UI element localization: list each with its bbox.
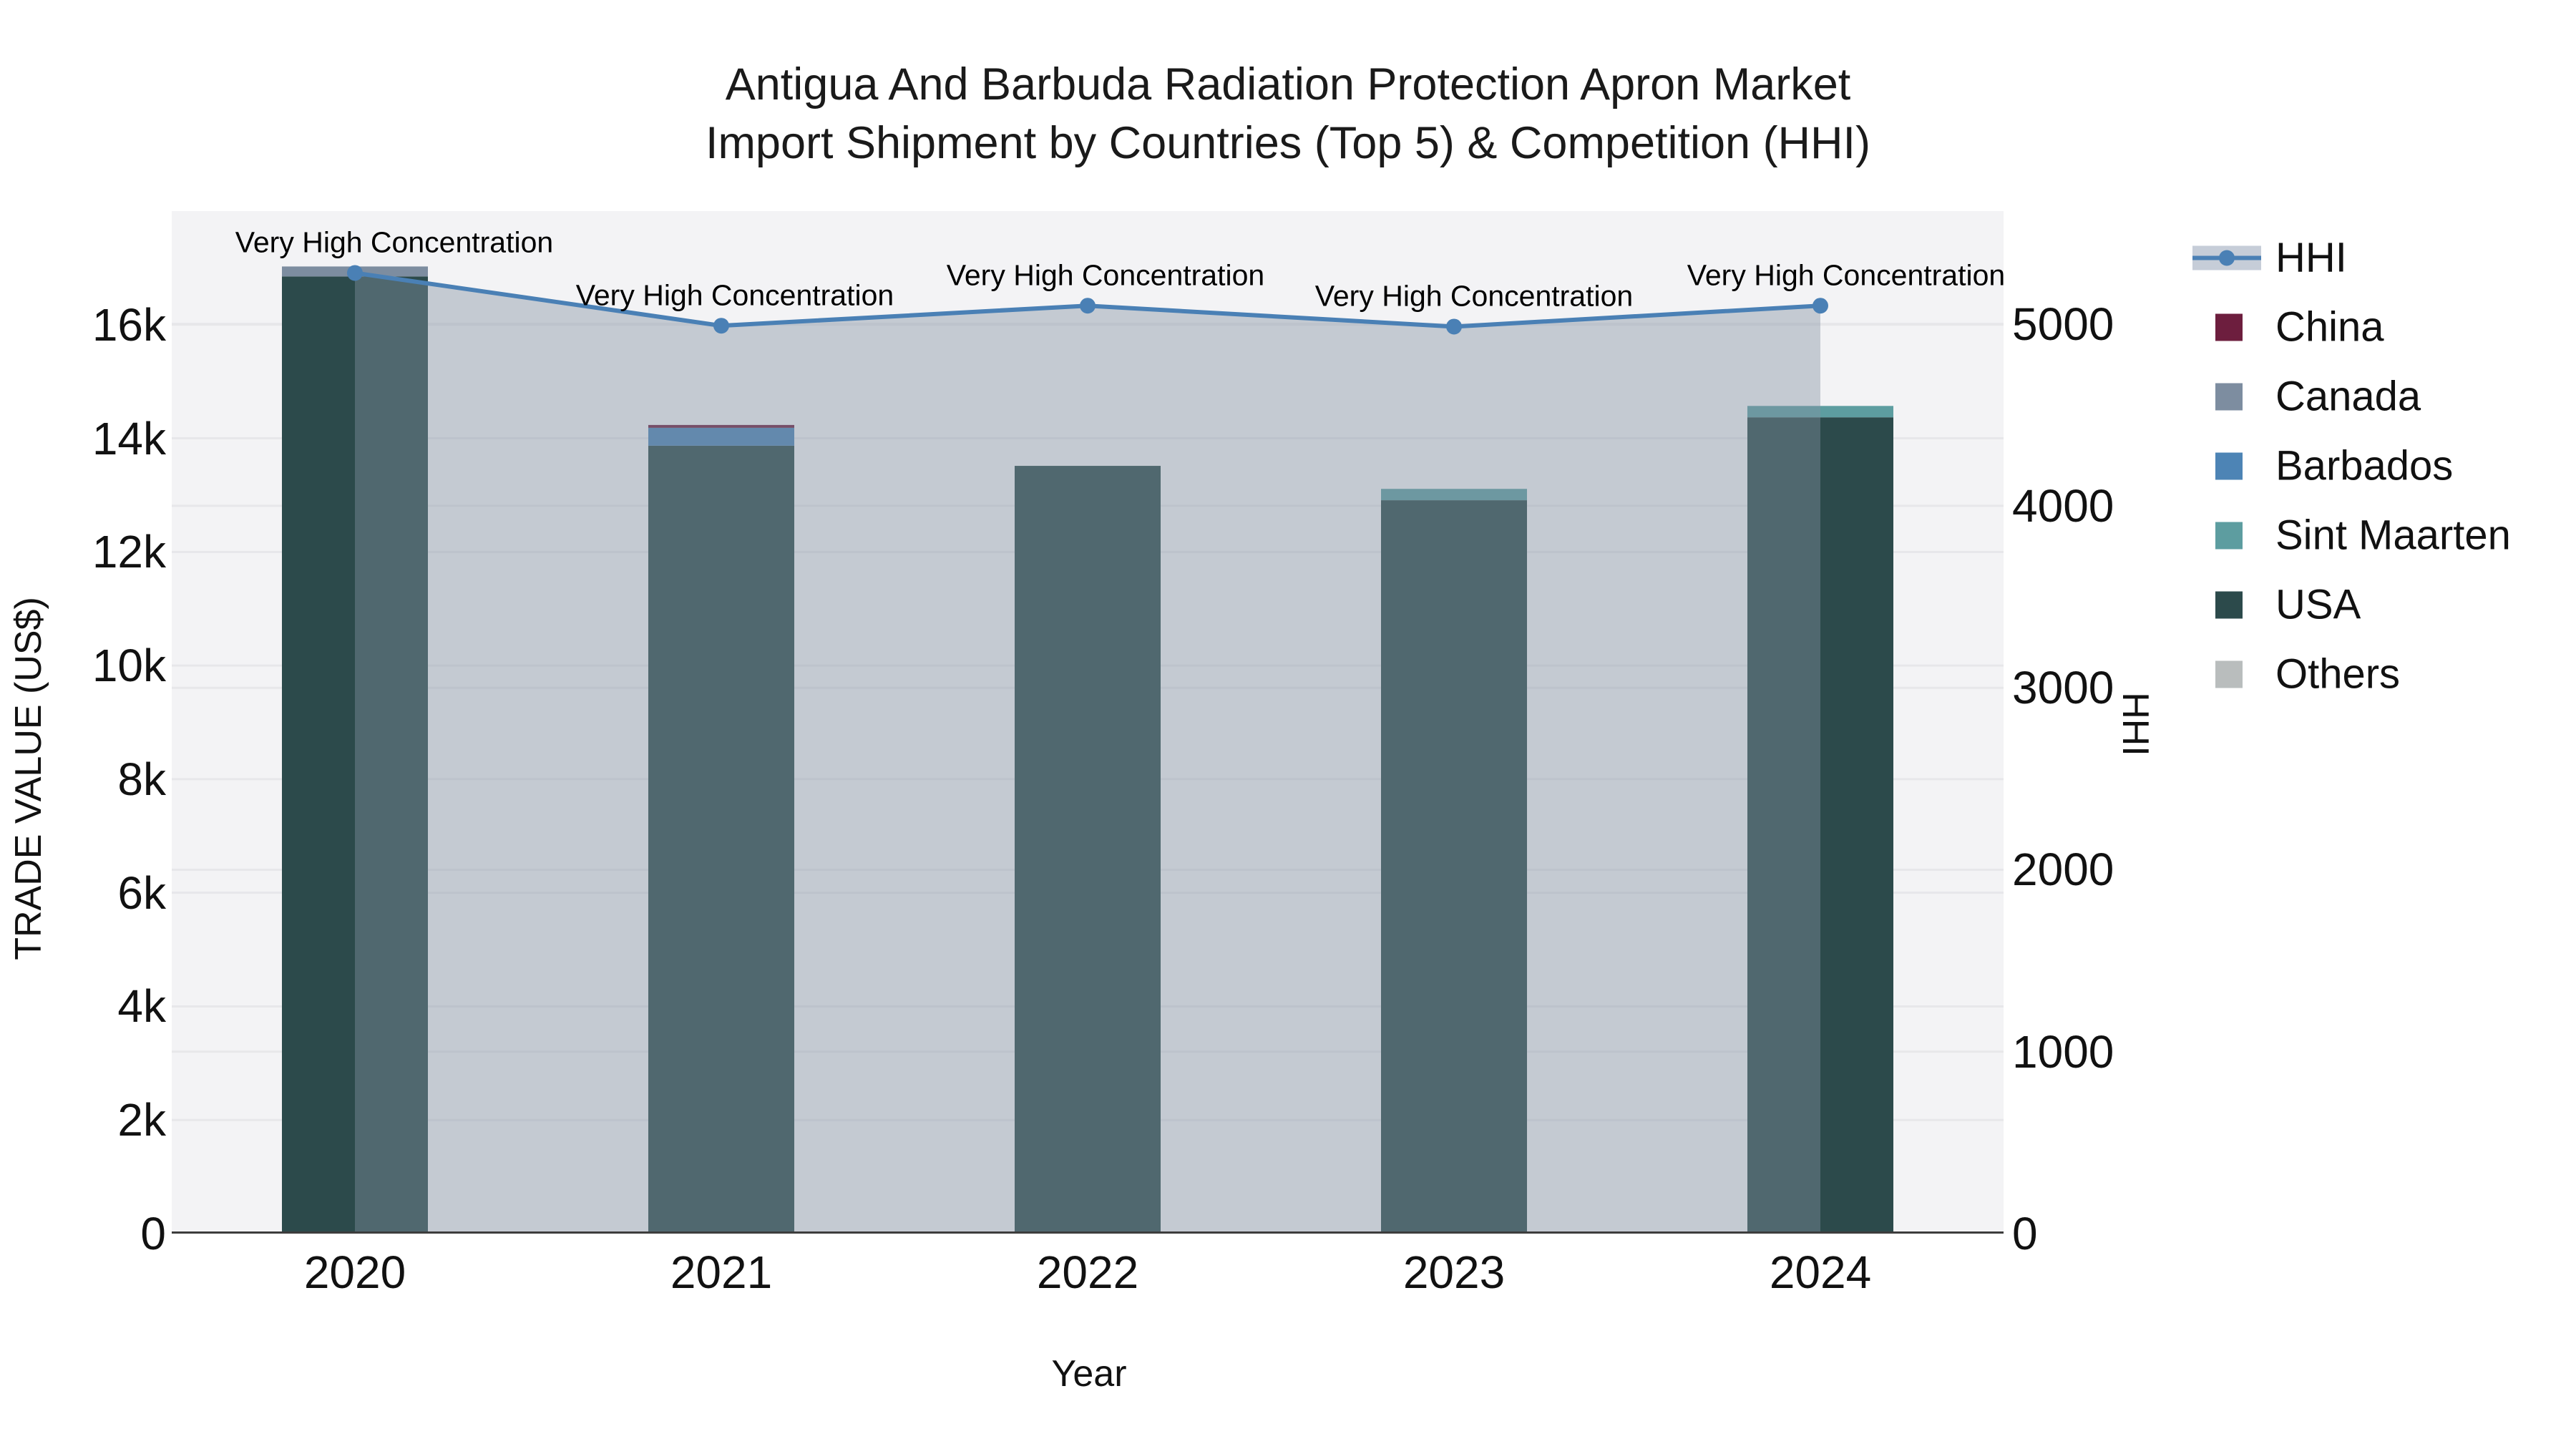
legend-swatch-China-icon: [2215, 313, 2243, 341]
legend-swatch-USA-icon: [2215, 591, 2243, 618]
bar-segment-USA-2022[interactable]: [1015, 466, 1161, 1234]
left-tick-2k: 2k: [117, 1094, 166, 1146]
bar-segment-USA-2021[interactable]: [648, 445, 794, 1234]
y-axis-left-title: TRADE VALUE (US$): [8, 597, 49, 960]
annotation-2020: Very High Concentration: [235, 225, 554, 259]
chart-title: Antigua And Barbuda Radiation Protection…: [0, 56, 2576, 173]
legend-label-Canada: Canada: [2275, 373, 2421, 420]
bar-segment-Sint-Maarten-2024[interactable]: [1747, 406, 1893, 418]
x-tick-2020: 2020: [303, 1246, 406, 1298]
chart-title-line2: Import Shipment by Countries (Top 5) & C…: [705, 117, 1871, 168]
legend-swatch-Others-icon: [2215, 660, 2243, 688]
left-tick-6k: 6k: [117, 867, 166, 919]
annotation-2023: Very High Concentration: [1314, 279, 1634, 313]
legend-label-HHI: HHI: [2275, 234, 2347, 281]
legend-label-Sint-Maarten: Sint Maarten: [2275, 512, 2511, 559]
bar-segment-Sint-Maarten-2023[interactable]: [1381, 489, 1527, 501]
left-tick-0: 0: [140, 1208, 166, 1259]
x-axis-title: Year: [1051, 1353, 1127, 1395]
hhi-marker-2022[interactable]: [1080, 298, 1096, 314]
hhi-line-swatch-icon: [2192, 245, 2261, 270]
left-tick-4k: 4k: [117, 980, 166, 1033]
legend-item-USA[interactable]: USA: [2192, 581, 2361, 629]
hhi-marker-2021[interactable]: [713, 318, 729, 334]
annotation-2022: Very High Concentration: [946, 258, 1265, 292]
legend-item-Barbados[interactable]: Barbados: [2192, 442, 2453, 490]
legend-swatch-Barbados-icon: [2215, 452, 2243, 479]
right-tick-4000: 4000: [2012, 479, 2114, 532]
legend-item-Canada[interactable]: Canada: [2192, 373, 2421, 421]
legend-label-USA: USA: [2275, 581, 2361, 628]
legend-label-Others: Others: [2275, 650, 2401, 698]
hhi-marker-2023[interactable]: [1446, 318, 1462, 335]
x-tick-2023: 2023: [1402, 1246, 1506, 1298]
left-tick-8k: 8k: [117, 753, 166, 805]
left-tick-10k: 10k: [92, 640, 166, 692]
right-tick-5000: 5000: [2012, 298, 2114, 350]
legend-item-Sint-Maarten[interactable]: Sint Maarten: [2192, 512, 2511, 560]
bar-segment-USA-2024[interactable]: [1747, 417, 1893, 1234]
left-tick-12k: 12k: [92, 526, 166, 578]
hhi-marker-2020[interactable]: [347, 265, 363, 281]
bar-segment-USA-2023[interactable]: [1381, 500, 1527, 1234]
plot-area: [172, 211, 2004, 1234]
x-tick-2024: 2024: [1769, 1246, 1872, 1298]
hhi-area-fill: [355, 273, 1820, 1234]
legend-item-HHI[interactable]: HHI: [2192, 234, 2347, 282]
hhi-marker-swatch: [2219, 250, 2235, 265]
legend-swatch-Sint-Maarten-icon: [2215, 522, 2243, 549]
bar-segment-Barbados-2021[interactable]: [648, 427, 794, 446]
right-tick-3000: 3000: [2012, 662, 2114, 714]
right-tick-0: 0: [2012, 1208, 2038, 1259]
x-tick-2022: 2022: [1036, 1246, 1139, 1298]
legend-label-China: China: [2275, 303, 2384, 351]
x-tick-2021: 2021: [670, 1246, 773, 1298]
bar-segment-USA-2020[interactable]: [282, 276, 428, 1234]
annotation-2021: Very High Concentration: [575, 278, 894, 312]
legend-item-Others[interactable]: Others: [2192, 650, 2400, 698]
legend-label-Barbados: Barbados: [2275, 442, 2454, 489]
legend-swatch-Canada-icon: [2215, 383, 2243, 410]
hhi-marker-2024[interactable]: [1813, 298, 1828, 314]
left-tick-14k: 14k: [92, 412, 166, 464]
right-tick-1000: 1000: [2012, 1025, 2114, 1078]
legend-item-China[interactable]: China: [2192, 303, 2384, 351]
bar-segment-China-2021[interactable]: [648, 424, 794, 428]
annotation-2024: Very High Concentration: [1687, 258, 2006, 292]
right-tick-2000: 2000: [2012, 844, 2114, 896]
y-axis-right-title: HHI: [2114, 692, 2156, 756]
chart-title-line1: Antigua And Barbuda Radiation Protection…: [725, 59, 1851, 109]
left-tick-16k: 16k: [92, 298, 166, 351]
